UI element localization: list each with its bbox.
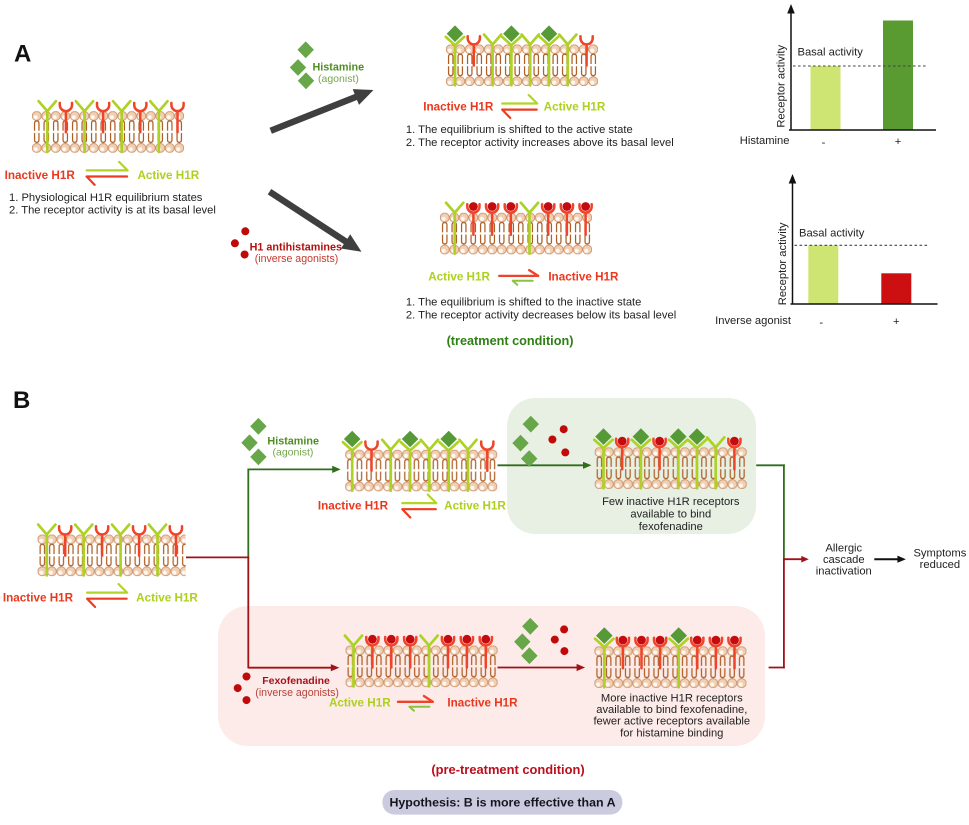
svg-text:Histamine: Histamine: [313, 62, 365, 74]
svg-text:Active H1R: Active H1R: [329, 696, 391, 709]
svg-text:(treatment condition): (treatment condition): [447, 334, 574, 348]
svg-text:fexofenadine: fexofenadine: [639, 521, 703, 533]
svg-text:available to bind fexofenadine: available to bind fexofenadine,: [596, 704, 747, 716]
svg-text:Inactive H1R: Inactive H1R: [5, 169, 76, 182]
svg-text:More inactive H1R receptors: More inactive H1R receptors: [601, 693, 743, 705]
svg-text:Inactive H1R: Inactive H1R: [447, 696, 518, 709]
svg-text:Symptoms: Symptoms: [913, 547, 966, 559]
svg-text:B: B: [13, 387, 30, 414]
svg-text:(agonist): (agonist): [273, 447, 314, 459]
svg-text:fewer active receptors availab: fewer active receptors available: [593, 716, 750, 728]
svg-text:available to bind: available to bind: [630, 509, 711, 521]
svg-text:for histamine binding: for histamine binding: [620, 728, 723, 740]
svg-text:1. The equilibrium is shifted: 1. The equilibrium is shifted to the act…: [406, 124, 633, 136]
svg-text:Basal activity: Basal activity: [799, 227, 865, 239]
svg-text:Basal activity: Basal activity: [798, 46, 864, 58]
svg-text:1. The equilibrium is shifted: 1. The equilibrium is shifted to the ina…: [406, 297, 641, 309]
svg-text:Active H1R: Active H1R: [444, 500, 506, 513]
svg-text:2. The receptor activity is at: 2. The receptor activity is at its basal…: [9, 204, 216, 216]
svg-text:inactivation: inactivation: [816, 566, 872, 578]
svg-text:A: A: [14, 41, 31, 68]
svg-text:Receptor activity: Receptor activity: [777, 222, 789, 305]
svg-text:Fexofenadine: Fexofenadine: [262, 675, 330, 687]
svg-text:Inactive H1R: Inactive H1R: [3, 591, 74, 604]
svg-text:Hypothesis: B is more effectiv: Hypothesis: B is more effective than A: [389, 795, 615, 809]
svg-text:+: +: [893, 316, 900, 328]
svg-text:-: -: [822, 137, 826, 149]
svg-text:2. The receptor activity decre: 2. The receptor activity decreases below…: [406, 310, 676, 322]
svg-text:Inverse agonist: Inverse agonist: [715, 315, 792, 327]
svg-text:2. The receptor activity incre: 2. The receptor activity increases above…: [406, 137, 674, 149]
svg-text:Inactive H1R: Inactive H1R: [423, 100, 494, 113]
svg-text:Inactive H1R: Inactive H1R: [318, 500, 389, 513]
svg-text:Active H1R: Active H1R: [544, 100, 606, 113]
svg-text:(agonist): (agonist): [318, 73, 359, 85]
svg-text:-: -: [819, 317, 823, 329]
svg-text:+: +: [895, 136, 902, 148]
svg-text:Receptor activity: Receptor activity: [776, 45, 788, 128]
svg-text:cascade: cascade: [823, 554, 865, 566]
svg-text:Few inactive H1R receptors: Few inactive H1R receptors: [602, 496, 740, 508]
svg-text:Inactive H1R: Inactive H1R: [548, 271, 619, 284]
svg-text:Active H1R: Active H1R: [136, 591, 198, 604]
svg-text:reduced: reduced: [920, 559, 960, 571]
svg-text:1. Physiological H1R equilibri: 1. Physiological H1R equilibrium states: [9, 192, 203, 204]
svg-text:(pre-treatment condition): (pre-treatment condition): [431, 762, 584, 777]
svg-text:Allergic: Allergic: [825, 543, 862, 555]
svg-text:Active H1R: Active H1R: [428, 271, 490, 284]
svg-text:H1 antihistamines: H1 antihistamines: [250, 242, 342, 254]
svg-text:Histamine: Histamine: [740, 135, 790, 147]
svg-text:(inverse agonists): (inverse agonists): [255, 253, 339, 265]
svg-text:Histamine: Histamine: [267, 435, 319, 447]
svg-text:Active H1R: Active H1R: [137, 169, 199, 182]
svg-text:(inverse agonists): (inverse agonists): [255, 687, 339, 699]
